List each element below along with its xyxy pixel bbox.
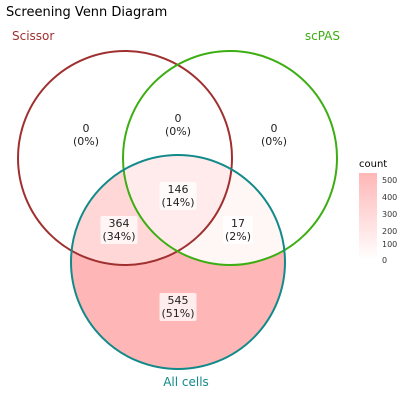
region-percent: (51%) bbox=[161, 307, 194, 320]
region-percent: (0%) bbox=[73, 135, 99, 148]
region-scpas-allcells: 17 (2%) bbox=[222, 216, 254, 244]
set-label-allcells: All cells bbox=[163, 375, 209, 389]
legend-colorbar bbox=[359, 173, 377, 260]
region-percent: (14%) bbox=[161, 196, 194, 209]
legend-title: count bbox=[359, 159, 387, 170]
scissor-circle bbox=[17, 50, 233, 266]
legend-tick: 0 bbox=[382, 256, 387, 265]
region-scissor-scpas: 0 (0%) bbox=[162, 111, 194, 139]
region-scissor-only: 0 (0%) bbox=[70, 121, 102, 149]
legend: count 500 400 300 200 100 0 bbox=[359, 159, 397, 265]
legend-tick: 200 bbox=[382, 227, 397, 236]
region-label-background bbox=[258, 121, 290, 149]
region-percent: (0%) bbox=[165, 125, 191, 138]
legend-tick: 500 bbox=[382, 176, 397, 185]
legend-tick: 100 bbox=[382, 240, 397, 249]
region-all-three: 146 (14%) bbox=[159, 182, 197, 210]
region-allcells-only: 545 (51%) bbox=[159, 293, 197, 321]
region-count: 0 bbox=[271, 122, 278, 135]
legend-tick: 300 bbox=[382, 210, 397, 219]
region-percent: (0%) bbox=[261, 135, 287, 148]
region-label-background bbox=[222, 216, 254, 244]
region-label-background bbox=[70, 121, 102, 149]
region-count: 545 bbox=[168, 294, 189, 307]
region-scpas-only: 0 (0%) bbox=[258, 121, 290, 149]
region-count: 364 bbox=[109, 217, 130, 230]
region-percent: (2%) bbox=[225, 230, 251, 243]
region-label-background bbox=[100, 216, 138, 244]
region-percent: (34%) bbox=[102, 230, 135, 243]
set-label-scpas: scPAS bbox=[305, 29, 340, 43]
legend-tick: 400 bbox=[382, 193, 397, 202]
region-count: 0 bbox=[175, 112, 182, 125]
region-label-background bbox=[159, 293, 197, 321]
chart-title: Screening Venn Diagram bbox=[6, 5, 167, 20]
region-count: 17 bbox=[231, 217, 245, 230]
scpas-circle bbox=[122, 50, 338, 266]
allcells-circle bbox=[70, 154, 286, 370]
region-label-background bbox=[159, 182, 197, 210]
region-scissor-allcells: 364 (34%) bbox=[100, 216, 138, 244]
region-label-background bbox=[162, 111, 194, 139]
region-count: 0 bbox=[83, 122, 90, 135]
set-label-scissor: Scissor bbox=[12, 29, 54, 43]
region-count: 146 bbox=[168, 183, 189, 196]
